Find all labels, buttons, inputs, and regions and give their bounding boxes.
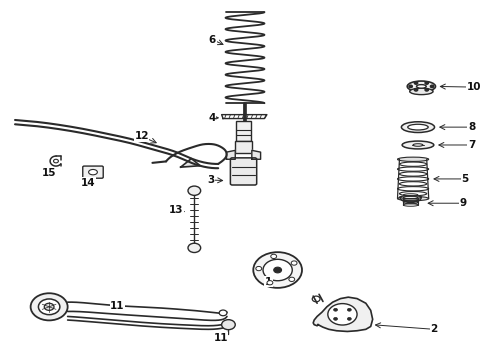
Polygon shape [252,150,261,159]
Text: 8: 8 [468,122,475,132]
Ellipse shape [416,85,426,88]
Ellipse shape [400,196,421,199]
FancyBboxPatch shape [83,166,103,178]
Circle shape [44,303,54,310]
Text: 1: 1 [265,277,272,287]
Circle shape [291,261,297,265]
Ellipse shape [402,141,434,149]
Text: 4: 4 [208,113,216,123]
Circle shape [253,252,302,288]
Circle shape [274,267,282,273]
Ellipse shape [408,124,428,130]
Text: 11: 11 [110,301,124,311]
FancyBboxPatch shape [235,141,252,153]
Ellipse shape [397,157,429,161]
Text: 15: 15 [42,168,56,178]
Ellipse shape [410,88,433,95]
Ellipse shape [401,122,435,132]
Polygon shape [221,114,267,118]
Text: 3: 3 [207,175,215,185]
Circle shape [415,82,417,84]
Ellipse shape [413,144,423,146]
Circle shape [256,266,262,271]
Circle shape [271,254,277,258]
Circle shape [219,310,227,316]
Ellipse shape [397,197,429,201]
Circle shape [263,259,292,281]
Circle shape [409,85,413,87]
Circle shape [334,308,338,311]
Circle shape [221,320,235,330]
Circle shape [425,89,428,91]
Circle shape [30,293,68,320]
Ellipse shape [407,81,436,92]
Text: 13: 13 [169,205,183,215]
Circle shape [334,318,338,320]
Text: 5: 5 [462,174,469,184]
Circle shape [347,308,351,311]
Circle shape [415,89,417,91]
Circle shape [188,186,201,195]
Circle shape [188,243,201,252]
Text: 12: 12 [134,131,149,141]
Circle shape [38,299,60,315]
Polygon shape [181,158,200,167]
Polygon shape [313,297,373,332]
Circle shape [425,82,428,84]
Circle shape [267,280,273,285]
Polygon shape [226,150,235,159]
FancyBboxPatch shape [236,121,251,141]
Circle shape [347,318,351,320]
Circle shape [289,277,294,282]
Text: 14: 14 [81,178,96,188]
Text: 9: 9 [460,198,467,208]
Text: 2: 2 [430,324,438,334]
Text: 7: 7 [468,140,475,150]
Circle shape [328,303,357,325]
FancyBboxPatch shape [230,158,257,185]
Text: 11: 11 [213,333,228,343]
Ellipse shape [89,170,98,175]
Text: 6: 6 [209,35,216,45]
Text: 10: 10 [467,82,481,92]
Circle shape [430,85,434,87]
